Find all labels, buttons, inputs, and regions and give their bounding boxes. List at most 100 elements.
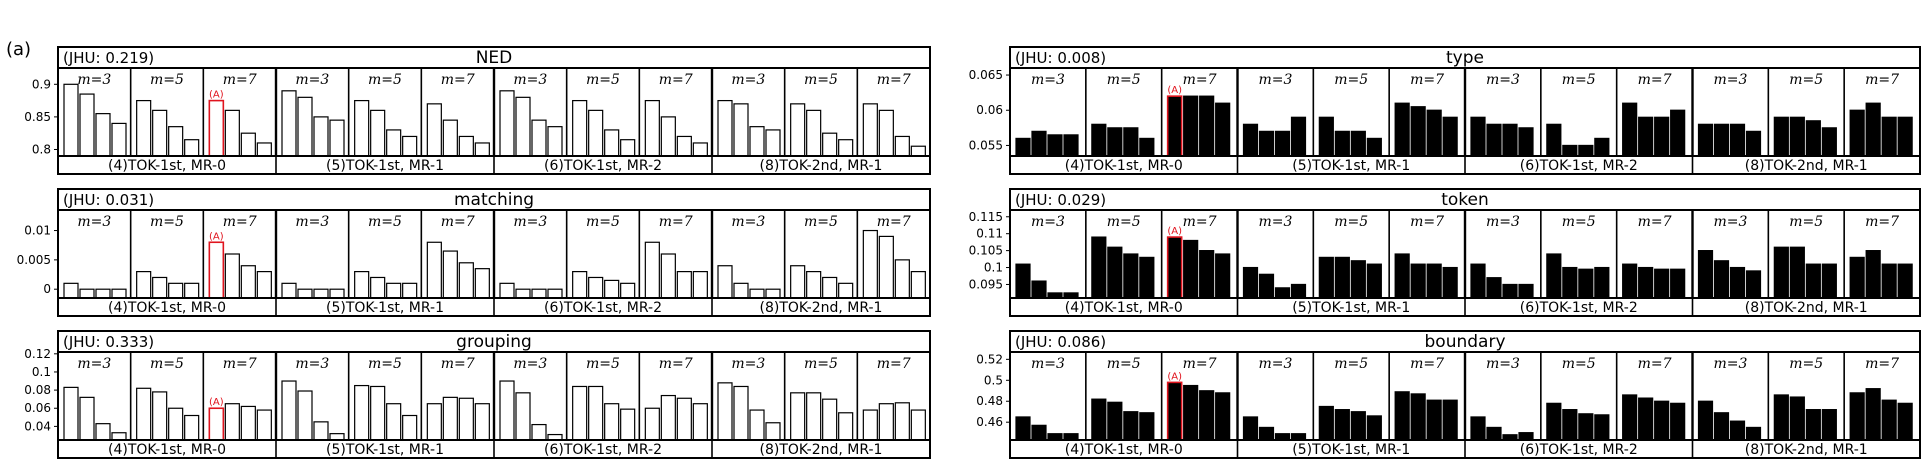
- bar: [313, 421, 329, 441]
- bar: [572, 385, 588, 441]
- m-label: m=5: [586, 214, 620, 230]
- bar: [1881, 263, 1897, 299]
- bar: [281, 282, 297, 299]
- bar: [281, 380, 297, 441]
- bar: [63, 282, 79, 299]
- bar: [1849, 256, 1865, 299]
- bar: [1670, 268, 1686, 299]
- bar: [1031, 280, 1047, 299]
- group-label: (6)TOK-1st, MR-2: [1520, 300, 1638, 316]
- bar: [136, 99, 152, 157]
- bar: [1031, 130, 1047, 157]
- y-tick-label: 0.46: [976, 415, 1003, 429]
- bar: [1410, 263, 1426, 299]
- bar: [894, 135, 910, 157]
- group-label: (8)TOK-2nd, MR-1: [1745, 158, 1868, 174]
- bar: [386, 403, 402, 441]
- group-label: (8)TOK-2nd, MR-1: [1745, 442, 1868, 458]
- bar: [1258, 130, 1275, 157]
- bar: [676, 135, 692, 157]
- bar: [313, 288, 329, 299]
- bar: [240, 265, 256, 299]
- m-label: m=5: [1562, 72, 1596, 88]
- bar: [1518, 127, 1534, 157]
- bar: [660, 394, 676, 441]
- m-label: m=7: [1638, 356, 1672, 372]
- bar: [910, 409, 926, 441]
- highlight-label: (A): [1167, 371, 1182, 382]
- bar: [1274, 287, 1291, 299]
- bar: [620, 282, 636, 299]
- bar: [660, 253, 676, 299]
- bar: [531, 423, 547, 441]
- bar: [1426, 109, 1442, 157]
- bar: [240, 405, 256, 441]
- bar: [1426, 263, 1442, 299]
- bar: [1123, 127, 1139, 157]
- highlight-label: (A): [1167, 85, 1182, 96]
- bar: [838, 412, 854, 441]
- bar: [386, 282, 402, 299]
- m-label: m=7: [1183, 214, 1217, 230]
- bar: [1622, 394, 1638, 441]
- m-label: m=3: [295, 72, 329, 88]
- plot-frame: [57, 67, 931, 157]
- bar: [1334, 256, 1350, 299]
- bar: [1805, 120, 1821, 157]
- bar: [354, 384, 370, 441]
- group-label: (6)TOK-1st, MR-2: [544, 442, 662, 458]
- y-tick-label: 0.48: [976, 394, 1003, 408]
- bar: [184, 282, 200, 299]
- group-label: (4)TOK-1st, MR-0: [1065, 442, 1183, 458]
- bar: [1865, 388, 1881, 441]
- bar: [1183, 384, 1199, 441]
- bar: [1562, 144, 1578, 157]
- group-label: (6)TOK-1st, MR-2: [1520, 158, 1638, 174]
- m-label: m=7: [877, 356, 911, 372]
- m-label: m=7: [1183, 356, 1217, 372]
- m-label: m=7: [877, 214, 911, 230]
- bar: [765, 288, 781, 299]
- y-tick-label: 0.52: [976, 352, 1003, 366]
- bar: [256, 271, 272, 299]
- bar: [733, 103, 749, 157]
- bar: [1638, 266, 1654, 299]
- m-label: m=7: [877, 72, 911, 88]
- chart-title: boundary: [1425, 332, 1506, 352]
- bar: [111, 288, 127, 299]
- bar: [240, 132, 256, 157]
- bar: [1578, 268, 1594, 299]
- m-label: m=3: [513, 356, 547, 372]
- bar: [1442, 116, 1458, 157]
- bar: [426, 103, 442, 157]
- bar: [224, 253, 240, 299]
- bar: [1897, 116, 1913, 157]
- group-label: (5)TOK-1st, MR-1: [1292, 300, 1410, 316]
- m-label: m=5: [586, 356, 620, 372]
- bar: [1897, 263, 1913, 299]
- y-tick-label: 0.8: [32, 142, 51, 156]
- bar: [1805, 263, 1821, 299]
- bar: [878, 235, 894, 299]
- plot-frame: [57, 351, 931, 441]
- m-label: m=3: [1031, 214, 1065, 230]
- m-label: m=7: [659, 72, 693, 88]
- m-label: m=3: [1258, 214, 1292, 230]
- bar: [1745, 270, 1762, 299]
- bar: [749, 126, 765, 157]
- bar: [1638, 397, 1654, 441]
- bar: [152, 276, 168, 299]
- highlight-label: (A): [1167, 226, 1182, 237]
- bar: [386, 129, 402, 157]
- m-label: m=7: [1410, 214, 1444, 230]
- bar: [426, 403, 442, 441]
- bar: [370, 109, 386, 157]
- m-label: m=5: [1789, 356, 1823, 372]
- m-label: m=5: [1562, 356, 1596, 372]
- bar: [458, 262, 474, 299]
- bar: [1670, 109, 1686, 157]
- bar: [1350, 411, 1366, 441]
- bar: [1274, 130, 1291, 157]
- m-label: m=5: [804, 72, 838, 88]
- bar: [1713, 260, 1730, 299]
